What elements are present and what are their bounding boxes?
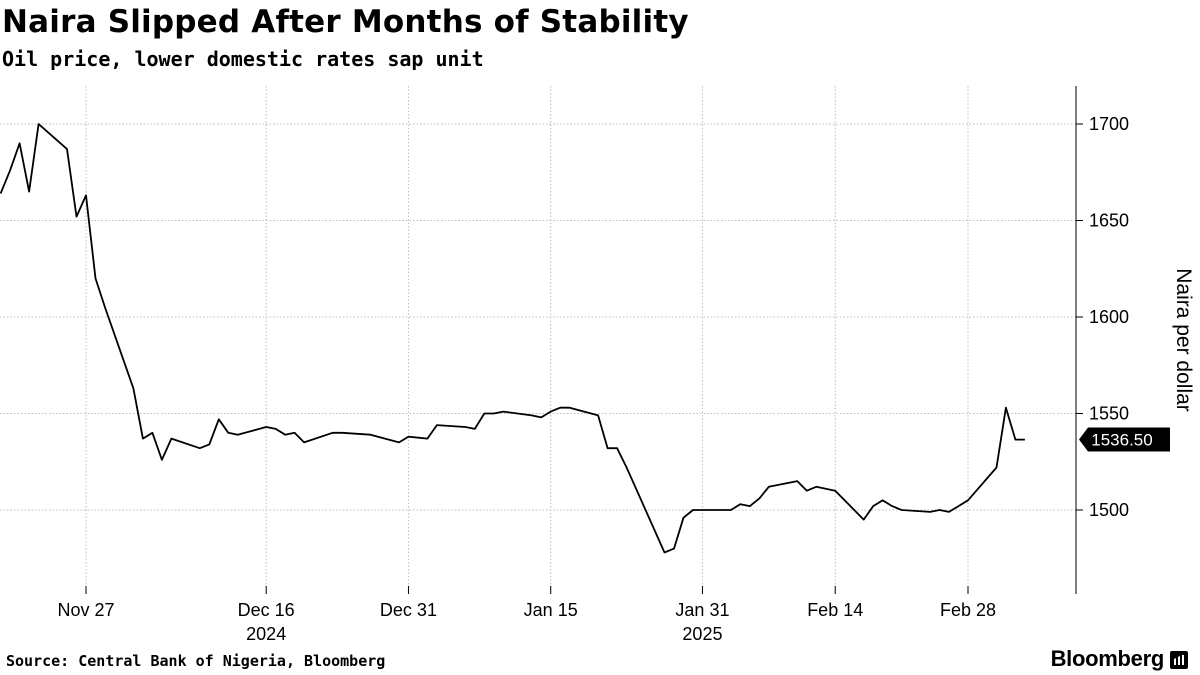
y-tick-label: 1650 — [1089, 211, 1129, 231]
x-tick-label: Dec 31 — [380, 600, 437, 620]
line-layer — [0, 123, 1025, 554]
x-tick-label: Feb 28 — [940, 600, 996, 620]
x-year-label: 2024 — [246, 624, 286, 644]
y-axis-title: Naira per dollar — [1172, 268, 1195, 412]
y-tick-label: 1550 — [1089, 404, 1129, 424]
y-tick-label: 1600 — [1089, 307, 1129, 327]
label-layer: 1536.50 — [1079, 427, 1170, 452]
y-tick-label: 1700 — [1089, 114, 1129, 134]
series-line-naira-per-dollar — [0, 123, 1025, 554]
x-tick-label: Jan 31 — [675, 600, 729, 620]
x-tick-label: Jan 15 — [524, 600, 578, 620]
grid-layer — [0, 86, 1076, 594]
x-tick-label: Feb 14 — [807, 600, 863, 620]
x-tick-label: Nov 27 — [57, 600, 114, 620]
last-value-label: 1536.50 — [1091, 431, 1152, 450]
chart-title: Naira Slipped After Months of Stability — [2, 4, 689, 40]
chart-subtitle: Oil price, lower domestic rates sap unit — [2, 47, 484, 71]
y-tick-label: 1500 — [1089, 500, 1129, 520]
brand: Bloomberg — [1051, 646, 1188, 672]
last-value-badge — [1079, 427, 1170, 452]
brand-logo-text: Bloomberg — [1050, 646, 1165, 671]
axis-layer: 1500 1550 1600 1650 1700 Nov 27 Dec 16 Dec 31 Ja… — [57, 86, 1195, 644]
last-value-callout: 1536.50 — [1079, 427, 1170, 452]
x-tick-label: Dec 16 — [238, 600, 295, 620]
x-year-label: 2025 — [682, 624, 722, 644]
source-note: Source: Central Bank of Nigeria, Bloombe… — [6, 652, 386, 670]
brand-bars-icon — [1170, 651, 1188, 669]
